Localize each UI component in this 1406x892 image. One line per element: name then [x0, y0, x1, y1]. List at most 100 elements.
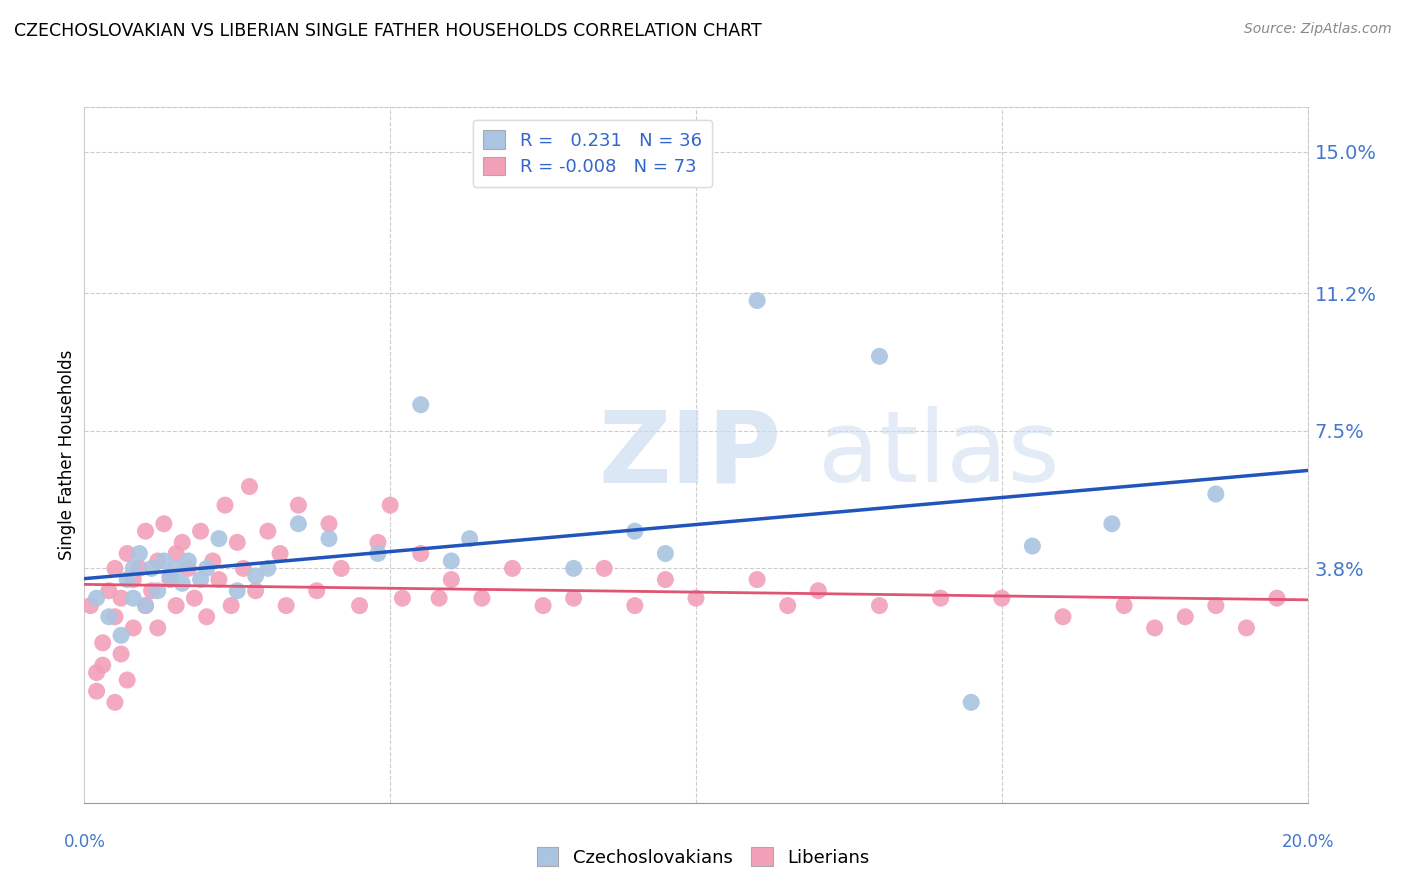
Point: [1265, 591, 1288, 606]
Point: [367, 535, 389, 549]
Point: [440, 554, 463, 568]
Point: [165, 547, 187, 561]
Point: [86, 591, 108, 606]
Point: [219, 599, 242, 613]
Point: [141, 583, 163, 598]
Point: [960, 695, 983, 709]
Point: [122, 573, 145, 587]
Point: [380, 498, 402, 512]
Point: [1143, 621, 1166, 635]
Point: [146, 583, 169, 598]
Point: [183, 591, 205, 606]
Text: ZIP: ZIP: [598, 407, 780, 503]
Point: [165, 561, 187, 575]
Point: [177, 561, 200, 575]
Point: [318, 532, 340, 546]
Text: Source: ZipAtlas.com: Source: ZipAtlas.com: [1244, 22, 1392, 37]
Point: [458, 532, 481, 546]
Point: [104, 561, 127, 575]
Point: [287, 516, 309, 531]
Point: [245, 569, 267, 583]
Point: [330, 561, 353, 575]
Text: CZECHOSLOVAKIAN VS LIBERIAN SINGLE FATHER HOUSEHOLDS CORRELATION CHART: CZECHOSLOVAKIAN VS LIBERIAN SINGLE FATHE…: [14, 22, 762, 40]
Point: [471, 591, 494, 606]
Point: [201, 554, 224, 568]
Point: [165, 599, 187, 613]
Point: [391, 591, 413, 606]
Point: [122, 591, 145, 606]
Point: [135, 599, 157, 613]
Point: [776, 599, 799, 613]
Point: [409, 547, 432, 561]
Point: [305, 583, 328, 598]
Point: [135, 524, 157, 539]
Point: [86, 684, 108, 698]
Point: [190, 524, 212, 539]
Point: [153, 554, 176, 568]
Point: [115, 573, 138, 587]
Point: [141, 561, 163, 575]
Point: [287, 498, 309, 512]
Point: [91, 658, 114, 673]
Point: [869, 599, 891, 613]
Point: [226, 535, 249, 549]
Point: [128, 561, 150, 575]
Legend: R =   0.231   N = 36, R = -0.008   N = 73: R = 0.231 N = 36, R = -0.008 N = 73: [472, 120, 713, 187]
Point: [177, 554, 200, 568]
Point: [562, 591, 585, 606]
Point: [159, 573, 181, 587]
Point: [122, 621, 145, 635]
Point: [122, 561, 145, 575]
Legend: Czechoslovakians, Liberians: Czechoslovakians, Liberians: [530, 840, 876, 874]
Point: [654, 547, 676, 561]
Point: [1236, 621, 1258, 635]
Point: [195, 561, 218, 575]
Point: [318, 516, 340, 531]
Point: [869, 349, 891, 363]
Point: [172, 535, 194, 549]
Point: [1114, 599, 1136, 613]
Point: [110, 647, 132, 661]
Point: [257, 524, 280, 539]
Point: [104, 695, 127, 709]
Point: [104, 609, 127, 624]
Point: [159, 569, 181, 583]
Point: [624, 524, 647, 539]
Point: [349, 599, 371, 613]
Point: [1174, 609, 1197, 624]
Point: [654, 573, 676, 587]
Point: [440, 573, 463, 587]
Point: [226, 583, 249, 598]
Point: [135, 599, 157, 613]
Point: [97, 609, 120, 624]
Point: [110, 591, 132, 606]
Point: [991, 591, 1014, 606]
Point: [208, 532, 231, 546]
Point: [747, 573, 769, 587]
Point: [1101, 516, 1123, 531]
Point: [190, 573, 212, 587]
Point: [593, 561, 616, 575]
Point: [153, 516, 176, 531]
Point: [146, 554, 169, 568]
Point: [214, 498, 236, 512]
Point: [1205, 599, 1227, 613]
Point: [208, 573, 231, 587]
Text: 20.0%: 20.0%: [1281, 832, 1334, 851]
Point: [276, 599, 298, 613]
Point: [91, 636, 114, 650]
Point: [115, 673, 138, 687]
Point: [146, 621, 169, 635]
Point: [86, 665, 108, 680]
Point: [624, 599, 647, 613]
Point: [502, 561, 524, 575]
Point: [367, 547, 389, 561]
Point: [238, 479, 260, 493]
Point: [1205, 487, 1227, 501]
Point: [110, 628, 132, 642]
Point: [195, 609, 218, 624]
Point: [128, 547, 150, 561]
Point: [115, 547, 138, 561]
Point: [172, 576, 194, 591]
Point: [1052, 609, 1074, 624]
